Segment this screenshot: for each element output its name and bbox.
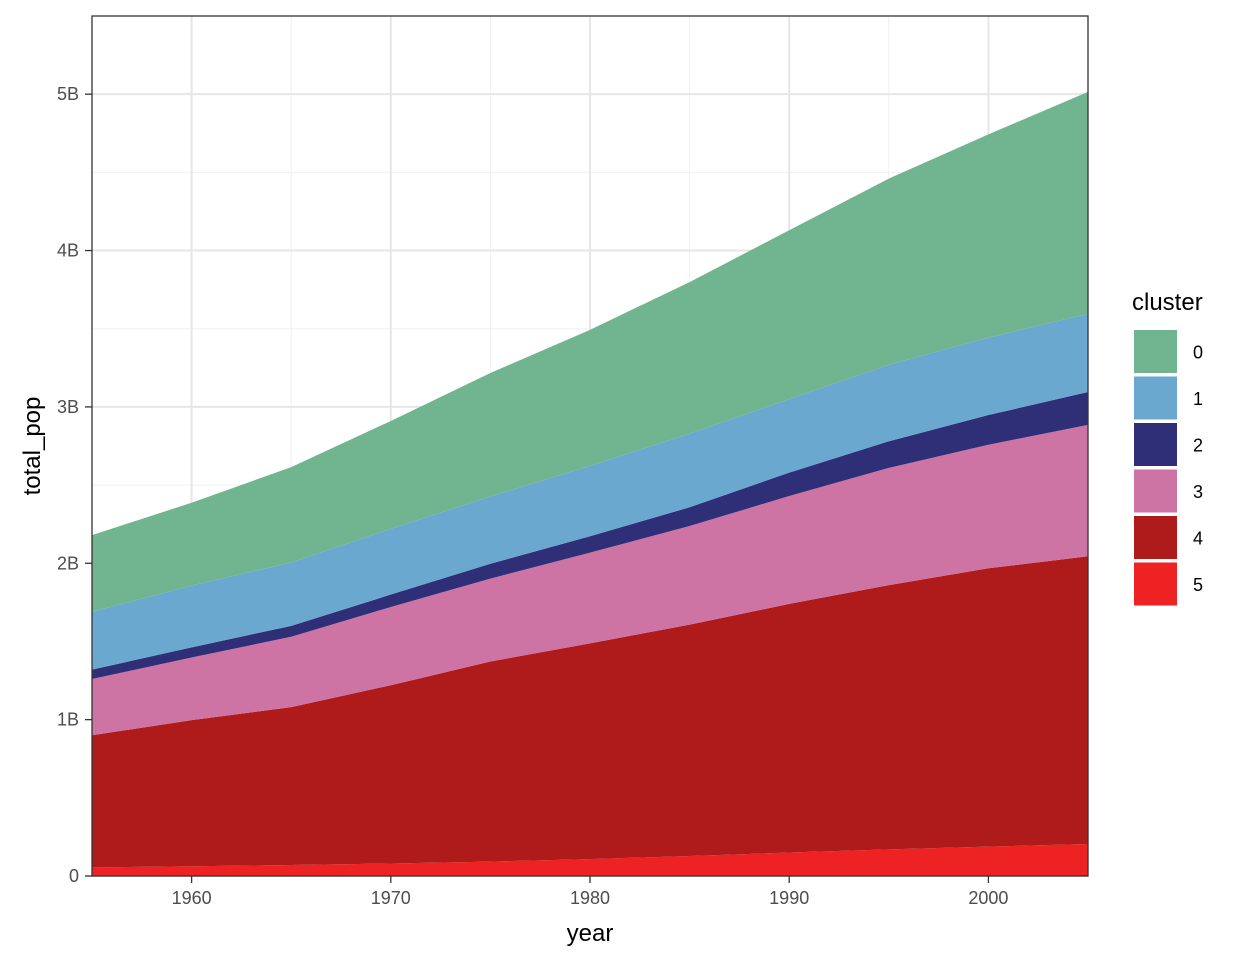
area-series-layer	[92, 91, 1088, 876]
y-tick-label: 0	[69, 866, 79, 886]
axes: 1960 1970 1980 1990 2000 0 1B 2B 3B 4B 5B	[57, 84, 1008, 908]
legend-label-1: 1	[1193, 389, 1203, 409]
y-tick-label: 3B	[57, 397, 79, 417]
y-tick-label: 4B	[57, 241, 79, 261]
legend-key-4	[1134, 516, 1177, 559]
legend-label-0: 0	[1193, 343, 1203, 363]
legend-key-1	[1134, 376, 1177, 420]
legend-key-5	[1134, 562, 1177, 606]
legend-label-5: 5	[1193, 575, 1203, 595]
x-tick-label: 1980	[570, 888, 610, 908]
area-cluster-4	[92, 556, 1088, 868]
legend: cluster 0 1 2 3 4 5	[1132, 289, 1203, 606]
x-tick-label: 1990	[769, 888, 809, 908]
area-cluster-1	[92, 313, 1088, 670]
area-cluster-2	[92, 392, 1088, 679]
y-axis-title: total_pop	[19, 397, 46, 496]
legend-label-3: 3	[1193, 482, 1203, 502]
area-cluster-5	[92, 843, 1088, 876]
legend-label-4: 4	[1193, 529, 1203, 549]
legend-key-0	[1134, 330, 1177, 373]
x-tick-label: 1970	[371, 888, 411, 908]
y-tick-label: 1B	[57, 710, 79, 730]
x-tick-label: 1960	[172, 888, 212, 908]
legend-label-2: 2	[1193, 436, 1203, 456]
legend-title: cluster	[1132, 289, 1203, 316]
legend-key-3	[1134, 469, 1177, 513]
legend-key-2	[1134, 423, 1177, 466]
y-tick-label: 5B	[57, 84, 79, 104]
area-cluster-0	[92, 91, 1088, 612]
x-axis-title: year	[567, 920, 614, 947]
area-cluster-3	[92, 424, 1088, 736]
x-tick-label: 2000	[968, 888, 1008, 908]
y-tick-label: 2B	[57, 553, 79, 573]
